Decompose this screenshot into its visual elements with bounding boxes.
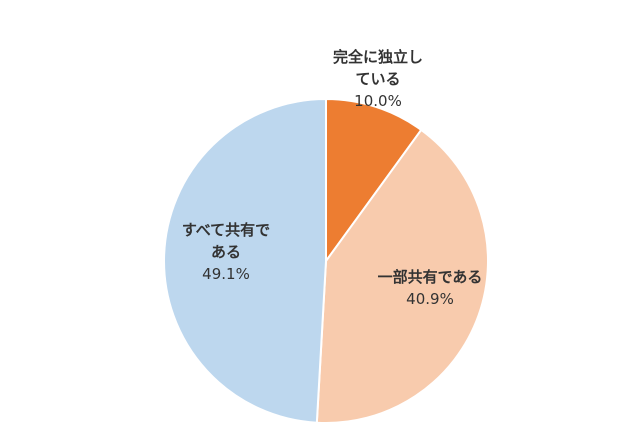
slice-category-label: ある (211, 243, 241, 261)
slice-category-label: 完全に独立し (333, 48, 423, 66)
pie-slice-completely-independent (325, 97, 423, 265)
slice-label-partially-shared: 一部共有である 40.9% (378, 268, 483, 308)
slice-value-label: 40.9% (406, 290, 454, 308)
slice-value-label: 49.1% (202, 265, 250, 283)
pie-slice-partially-shared (315, 128, 489, 424)
slice-value-label: 10.0% (354, 92, 402, 110)
pie-slices (163, 97, 489, 424)
slice-category-label: ている (355, 70, 400, 88)
slice-category-label: すべて共有で (182, 221, 270, 239)
pie-slice-fully-shared (163, 97, 327, 424)
slice-category-label: 一部共有である (378, 268, 483, 286)
